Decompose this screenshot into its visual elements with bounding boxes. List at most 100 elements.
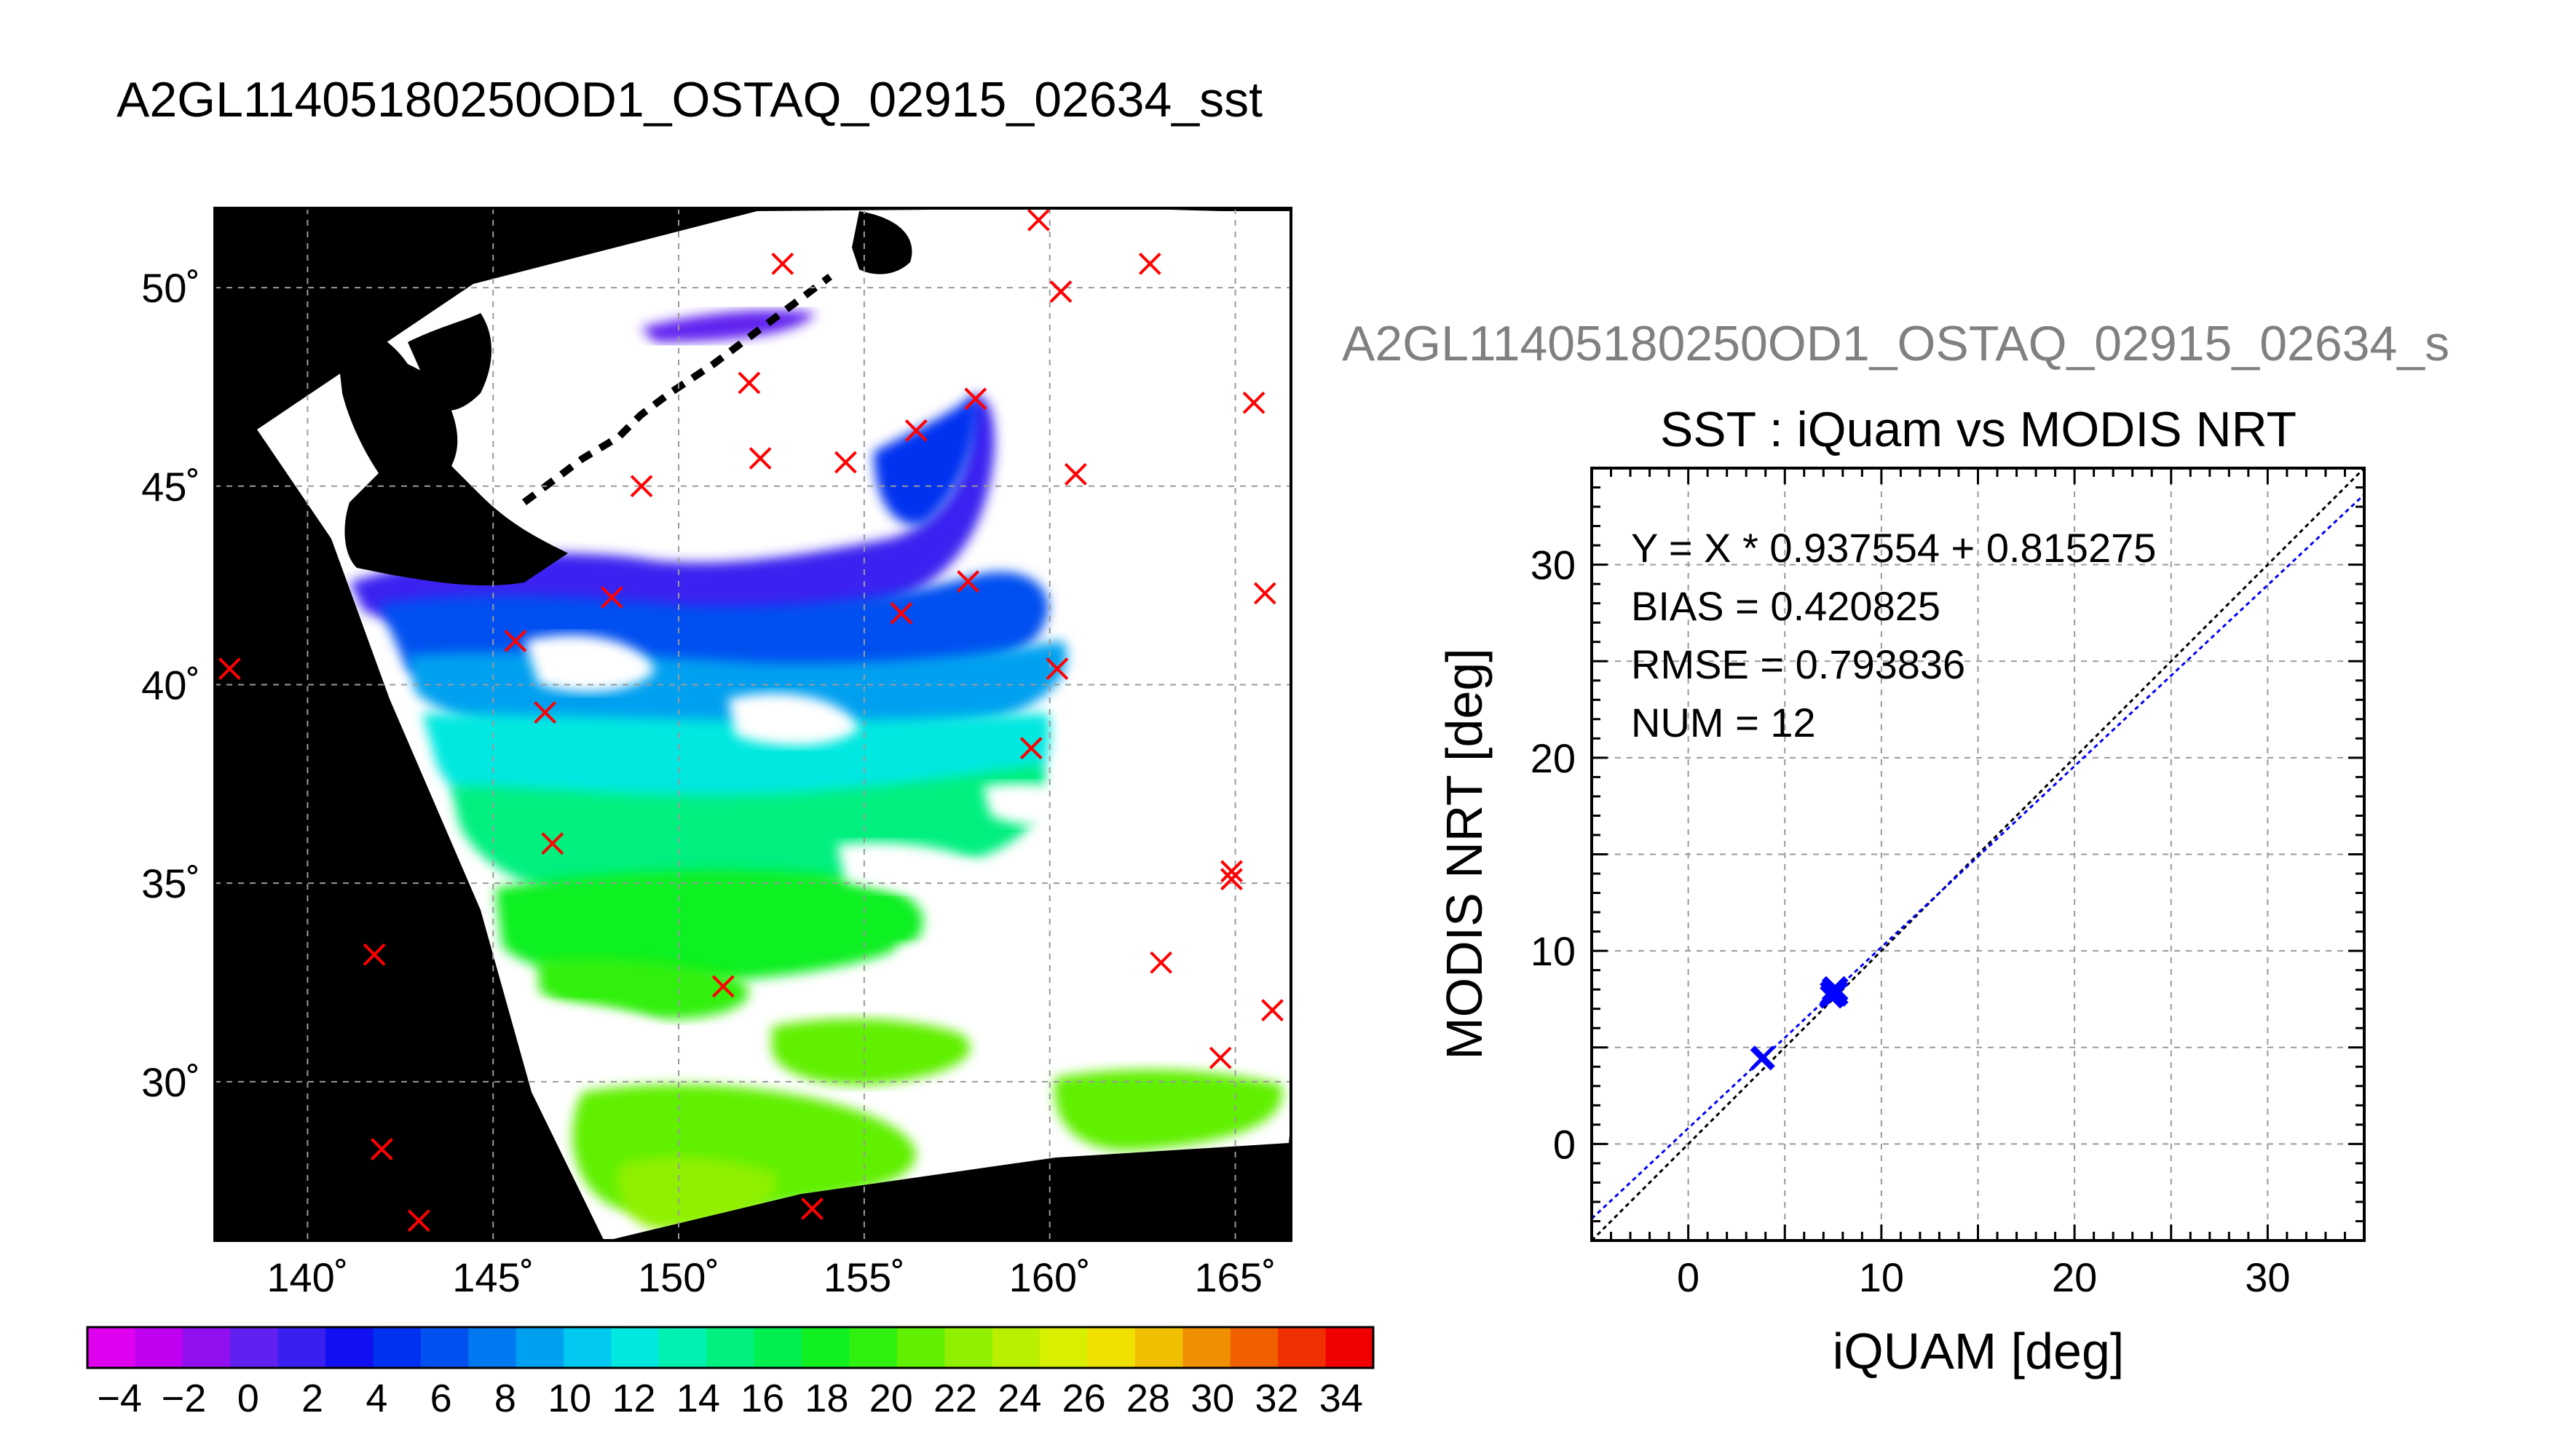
station-marker [834,451,857,474]
station-marker-stroke-b [1253,582,1276,605]
cloud-patches [510,635,1092,1051]
scatter-grid [1592,468,2364,1241]
scatter-x-tick-label: 0 [1677,1254,1699,1300]
colorbar-tick-label: 4 [366,1377,387,1420]
station-marker [370,1138,393,1160]
map-lat-labels: 30˚ 35˚ 40˚ 45˚ 50˚ [141,265,200,1105]
station-marker [1209,1046,1232,1069]
station-marker [711,975,735,998]
station-marker [407,1209,430,1233]
scatter-point-stroke-b [1825,978,1849,1001]
colorbar-cell [182,1327,231,1368]
scatter-x-tick-labels: 0 10 20 30 [1677,1254,2290,1300]
station-marker [801,1197,824,1220]
station-marker [1027,208,1050,232]
scatter-x-tick-label: 30 [2245,1254,2290,1300]
station-marker-stroke-b [1046,657,1069,681]
regression-line [1590,494,2366,1220]
station-marker [541,832,564,855]
land-hokkaido [335,326,568,586]
station-marker-stroke-b [771,252,794,275]
colorbar-tick-label: 18 [805,1377,848,1420]
station-marker [738,371,761,395]
colorbar-cell [277,1327,326,1368]
map-lon-label: 155˚ [824,1254,905,1300]
scatter-point-stroke-b [1752,1045,1775,1069]
station-marker-stroke-b [1049,280,1073,303]
scatter-point [1825,978,1849,1001]
colorbar-cell [1230,1327,1279,1368]
colorbar: −4 −2 0 2 4 6 8 10 12 14 16 18 20 22 24 26 28 30 32 34 [86,1326,1375,1420]
colorbar-cell [1040,1327,1089,1368]
colorbar-cell [516,1327,564,1368]
map-lat-label: 45˚ [141,464,200,510]
land-masses [335,211,912,586]
station-marker [1150,951,1173,974]
station-marker [1220,868,1243,891]
colorbar-cell [802,1327,850,1368]
land-kamchatka [852,211,912,274]
station-marker-stroke-b [1019,737,1043,760]
station-marker-stroke-b [1027,208,1050,232]
station-marker-stroke-b [957,570,980,593]
station-marker-stroke-b [600,586,623,609]
station-marker-stroke-b [1064,462,1087,486]
colorbar-tick-label: 2 [301,1377,323,1420]
scatter-title: SST : iQuam vs MODIS NRT [1660,402,2297,457]
colorbar-cell [564,1327,612,1368]
scatter-point [1752,1045,1775,1069]
colorbar-cell [706,1327,755,1368]
colorbar-tick-label: −4 [97,1377,142,1420]
colorbar-cell [230,1327,279,1368]
station-marker [1064,462,1087,486]
scatter-x-tick-label: 20 [2052,1254,2097,1300]
scatter-annotations: Y = X * 0.937554 + 0.815275 BIAS = 0.420… [1631,525,2156,745]
station-marker [363,943,386,966]
rmse-value: RMSE = 0.793836 [1631,641,1965,687]
station-marker-stroke-b [1209,1046,1232,1069]
colorbar-tick-label: 30 [1190,1377,1234,1420]
station-marker-stroke-b [541,832,564,855]
colorbar-cell [849,1327,898,1368]
colorbar-tick-label: 14 [676,1377,720,1420]
station-marker [904,419,928,442]
station-marker-stroke-b [964,387,987,411]
scatter-y-tick-label: 10 [1531,928,1576,974]
colorbar-cell [896,1327,945,1368]
colorbar-tick-label: 28 [1126,1377,1170,1420]
map-lat-label: 30˚ [141,1059,200,1105]
colorbar-cells [87,1327,1374,1368]
colorbar-tick-label: 20 [869,1377,913,1420]
land-sakhalin [408,313,491,411]
station-marker [1138,252,1161,275]
colorbar-cell [420,1327,469,1368]
station-marker [600,586,623,609]
station-marker [1046,657,1069,681]
scatter-y-tick-label: 0 [1553,1121,1576,1167]
station-marker-stroke-b [630,475,653,498]
colorbar-labels: −4 −2 0 2 4 6 8 10 12 14 16 18 20 22 24 26 28 30 32 34 [97,1377,1363,1420]
station-marker [1261,999,1284,1022]
station-marker [1242,391,1265,414]
map-panel: 140˚ 145˚ 150˚ 155˚ 160˚ 165˚ 30˚ 35˚ 40˚ 45˚ 50˚ [141,207,1292,1300]
station-marker-stroke-b [504,630,527,652]
colorbar-cell [944,1327,993,1368]
map-lon-label: 160˚ [1009,1254,1091,1300]
map-lon-label: 140˚ [266,1254,348,1300]
colorbar-cell [373,1327,422,1368]
station-marker [890,601,913,625]
station-marker-stroke-b [218,657,241,681]
colorbar-cell [1325,1327,1374,1368]
station-marker [1253,582,1276,605]
map-stations [218,208,1284,1233]
station-marker-stroke-b [890,601,913,625]
station-marker-stroke-b [534,701,557,724]
colorbar-tick-label: 8 [494,1377,516,1420]
colorbar-cell [1182,1327,1231,1368]
colorbar-cell [611,1327,660,1368]
map-lat-label: 40˚ [141,662,200,708]
map-lat-label: 35˚ [141,860,200,906]
map-lon-label: 165˚ [1195,1254,1276,1300]
station-marker-stroke-b [370,1138,393,1160]
station-marker [504,630,527,652]
